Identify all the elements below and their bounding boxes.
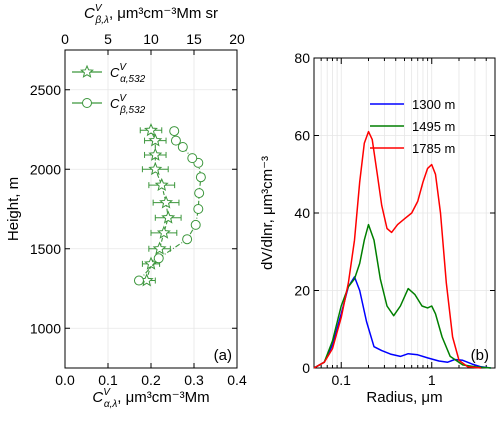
legend-b: 1300 m 1495 m 1785 m: [370, 97, 455, 156]
y-tick-label: 60: [294, 128, 310, 144]
label-sub: α,λ: [104, 399, 117, 410]
panel-a: 0.0 0.1 0.2 0.3 0.4 0 5 10 15 20 1000 1500 2000 2500 C…: [5, 3, 247, 410]
x-axis-title-top: CV β,λ, μm³cm⁻³Mm sr: [84, 3, 218, 26]
series-line-1: [313, 223, 491, 369]
backscatter-circle-point: [169, 126, 180, 137]
legend-label: 1785 m: [412, 141, 455, 156]
x-tick-label-top: 5: [104, 31, 112, 47]
label-base: C: [110, 96, 120, 111]
x-tick-label-top: 0: [61, 31, 69, 47]
extinction-star-point: [159, 195, 174, 209]
x-tick-label-top: 15: [186, 31, 202, 47]
backscatter-circle-point: [190, 219, 201, 230]
y-tick-label: 80: [294, 50, 310, 66]
label-sub: α,532: [120, 74, 146, 85]
x-tick-label-bottom: 0.1: [98, 372, 118, 388]
x-tick-label-bottom: 0.4: [227, 372, 247, 388]
y-tick-label: 2500: [30, 82, 61, 98]
x-tick-label-top: 20: [229, 31, 245, 47]
backscatter-circle-point: [193, 204, 204, 214]
label-unit: , μm³cm⁻³Mm sr: [109, 5, 218, 22]
extinction-star-point: [154, 177, 169, 192]
x-tick-label-bottom: 0.0: [55, 372, 75, 388]
legend-label-extinction: CV α,532: [110, 62, 146, 85]
backscatter-circle-point: [187, 153, 198, 164]
backscatter-circle-point: [195, 172, 206, 183]
extinction-star-point: [152, 241, 167, 255]
label-sub: β,λ: [95, 15, 109, 26]
y-tick-label: 1000: [30, 320, 61, 336]
x-tick-label-top: 10: [143, 31, 159, 47]
extinction-star-point: [161, 210, 176, 224]
backscatter-circle-point: [182, 234, 193, 245]
legend-star-icon: [80, 64, 94, 78]
extinction-star-point: [148, 133, 163, 147]
y-axis-title: Height, m: [5, 177, 22, 241]
label-sup: V: [95, 3, 103, 14]
y-tick-label: 0: [302, 360, 310, 376]
y-tick-label: 2000: [30, 161, 61, 177]
legend-label: 1495 m: [412, 119, 455, 134]
legend-label-backscatter: CV β,532: [110, 93, 146, 116]
backscatter-circle-point: [177, 141, 188, 152]
label-sup: V: [119, 93, 127, 104]
x-tick-label-bottom: 0.2: [141, 372, 161, 388]
y-tick-label: 20: [294, 283, 310, 299]
y-axis-title: dV/dlnr, μm³cm⁻³: [259, 156, 276, 270]
label-base: C: [84, 5, 95, 22]
label-base: C: [110, 65, 120, 80]
x-axis-title-bottom: CV α,λ, μm³cm⁻³Mm: [92, 387, 209, 410]
extinction-star-point: [148, 147, 163, 161]
panel-label-a: (a): [214, 347, 232, 364]
label-base: C: [92, 389, 103, 406]
extinction-star-point: [144, 122, 158, 137]
legend-label: 1300 m: [412, 97, 455, 112]
y-tick-label: 40: [294, 205, 310, 221]
panel-label-b: (b): [471, 347, 489, 364]
backscatter-circle-point: [194, 188, 205, 199]
series-line-2: [313, 130, 482, 369]
extinction-star-point: [148, 161, 163, 176]
label-sub: β,532: [119, 105, 146, 116]
label-sup: V: [119, 62, 127, 73]
backscatter-circle-point: [170, 135, 181, 146]
label-unit: , μm³cm⁻³Mm: [117, 389, 209, 406]
label-sup: V: [103, 387, 111, 398]
extinction-star-point: [156, 225, 171, 239]
legend-circle-icon: [82, 98, 92, 108]
panel-b: 0.1 1 0 20 40 60 80 Radius, μm dV/dlnr, μm³cm⁻³ 1…: [259, 50, 496, 406]
x-axis-title: Radius, μm: [366, 389, 442, 406]
x-tick-label: 0.1: [332, 372, 352, 388]
x-tick-label: 1: [428, 372, 436, 388]
backscatter-circle-point: [133, 275, 144, 286]
backscatter-circle-point: [153, 253, 164, 264]
y-tick-label: 1500: [30, 241, 61, 257]
x-tick-label-bottom: 0.3: [184, 372, 204, 388]
